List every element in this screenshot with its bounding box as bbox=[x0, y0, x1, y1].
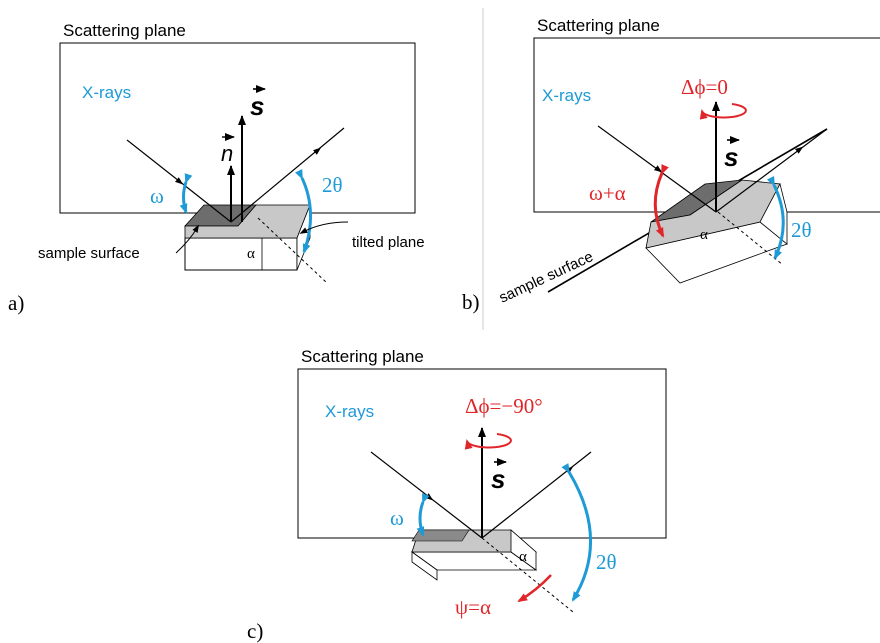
psi-arc bbox=[517, 574, 552, 603]
panel-a: Scattering plane X-rays α s n ω 2θ sampl… bbox=[8, 21, 425, 315]
two-theta-label: 2θ bbox=[596, 550, 617, 574]
two-theta-label: 2θ bbox=[791, 218, 812, 242]
plane-title: Scattering plane bbox=[301, 347, 424, 366]
delta-phi-label: Δϕ=0 bbox=[681, 75, 728, 99]
sample-surface-pointer bbox=[175, 224, 200, 254]
omega-arc bbox=[416, 493, 430, 537]
alpha-label: α bbox=[700, 227, 708, 243]
plane-title: Scattering plane bbox=[63, 21, 186, 40]
two-theta-arc bbox=[561, 463, 592, 602]
sample-side-face bbox=[510, 529, 537, 571]
tilt-dashed-line bbox=[257, 217, 328, 284]
omega-alpha-label: ω+α bbox=[589, 181, 626, 205]
two-theta-arc bbox=[766, 176, 785, 260]
tilt-dashed-line bbox=[481, 537, 574, 613]
phi-rotation-arrow bbox=[464, 433, 512, 450]
s-label: s bbox=[491, 464, 505, 494]
diffracted-beam bbox=[715, 128, 828, 213]
xrays-label: X-rays bbox=[325, 402, 374, 421]
omega-label: ω bbox=[390, 506, 404, 530]
scattering-plane-frame bbox=[59, 42, 416, 214]
omega-arc bbox=[179, 173, 193, 214]
omega-alpha-arc bbox=[653, 164, 669, 238]
panel-label: a) bbox=[8, 291, 24, 315]
incident-beam bbox=[126, 139, 232, 223]
panel-b: Scattering plane X-rays α s Δϕ=0 ω+α 2θ … bbox=[462, 16, 880, 314]
xrays-label: X-rays bbox=[82, 83, 131, 102]
sample-lower-face bbox=[411, 551, 438, 581]
sample-surface-label: sample surface bbox=[497, 248, 596, 306]
delta-phi-label: Δϕ=−90° bbox=[465, 394, 543, 418]
panel-label: c) bbox=[247, 619, 263, 643]
incident-beam bbox=[370, 451, 483, 539]
tilt-dashed-line bbox=[717, 211, 784, 266]
s-label: s bbox=[250, 91, 264, 121]
psi-label: ψ=α bbox=[455, 595, 491, 619]
two-theta-arc bbox=[294, 169, 313, 254]
alpha-label: α bbox=[519, 549, 527, 565]
sample-front-face bbox=[184, 237, 298, 271]
xrays-label: X-rays bbox=[542, 86, 591, 105]
panel-label: b) bbox=[462, 290, 480, 314]
diffracted-beam bbox=[230, 127, 345, 223]
phi-rotation-arrow bbox=[699, 103, 747, 120]
sample-surface-label: sample surface bbox=[38, 245, 140, 262]
alpha-label: α bbox=[247, 246, 255, 262]
plane-title: Scattering plane bbox=[537, 16, 660, 35]
two-theta-label: 2θ bbox=[322, 173, 343, 197]
panel-c: Scattering plane X-rays α s Δϕ=−90° ω 2θ… bbox=[247, 347, 667, 643]
omega-label: ω bbox=[150, 184, 164, 208]
tilted-plane-label: tilted plane bbox=[352, 234, 425, 251]
tilted-plane-pointer bbox=[299, 221, 349, 234]
n-label: n bbox=[221, 141, 233, 166]
s-label: s bbox=[724, 142, 738, 172]
